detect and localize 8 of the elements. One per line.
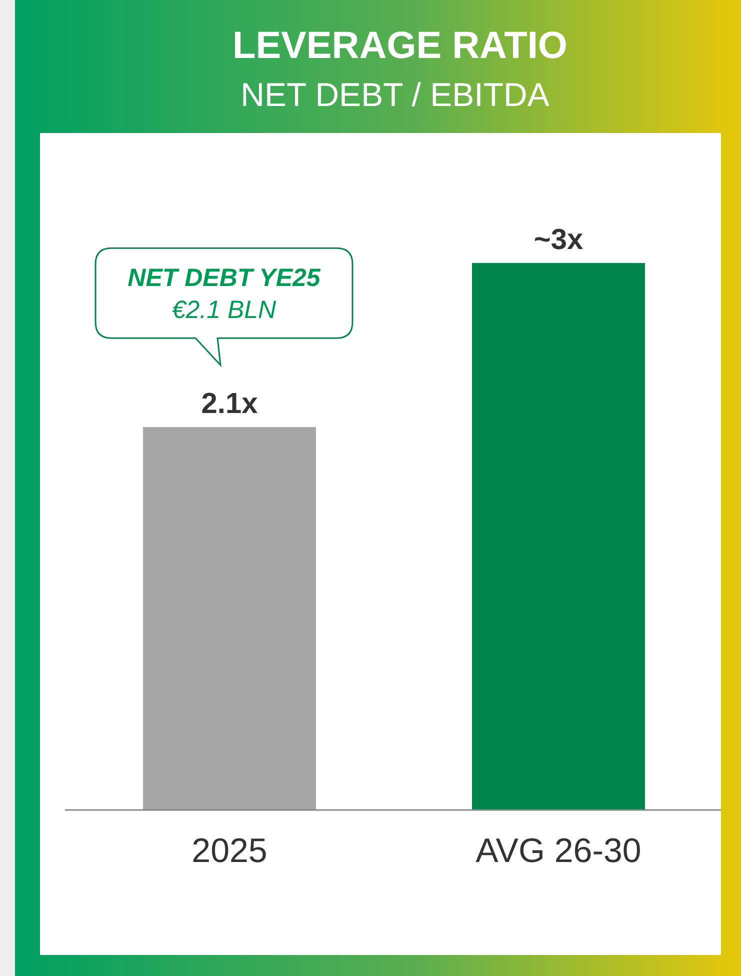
chart-title: LEVERAGE RATIO	[232, 25, 568, 67]
x-tick-label: AVG 26-30	[476, 832, 642, 870]
x-tick-label: 2025	[192, 832, 268, 870]
data-label: 2.1x	[201, 388, 258, 420]
annotation: €2.1 BLN	[172, 296, 278, 324]
data-label: ~3x	[534, 224, 584, 256]
annotation: NET DEBT YE25	[128, 264, 322, 292]
chart-subtitle: NET DEBT / EBITDA	[240, 76, 550, 113]
